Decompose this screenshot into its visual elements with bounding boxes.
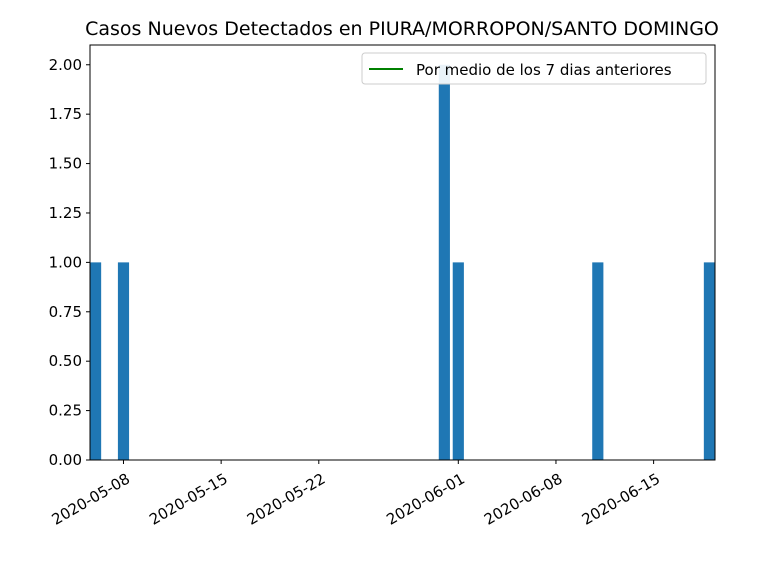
y-tick-label: 1.75 [49,105,82,123]
x-tick-label: 2020-05-15 [146,470,231,529]
y-tick-label: 1.50 [49,155,82,173]
plot-area-frame [89,44,716,461]
legend-label: Por medio de los 7 dias anteriores [416,61,672,79]
bar [438,64,450,460]
x-tick-label: 2020-05-22 [244,470,329,529]
bar [90,262,102,460]
y-tick-label: 0.00 [49,451,82,469]
bar [452,262,464,460]
chart-title: Casos Nuevos Detectados en PIURA/MORROPO… [85,18,719,40]
y-tick-label: 0.25 [49,402,82,420]
bar [703,262,715,460]
bar [117,262,130,460]
legend-box [361,52,707,85]
y-tick-label: 0.50 [49,352,82,370]
y-tick-label: 1.25 [49,204,82,222]
x-tick-label: 2020-05-08 [49,470,134,529]
x-tick-label: 2020-06-01 [383,470,468,529]
x-tick-label: 2020-06-08 [481,470,566,529]
bars-group [90,64,715,460]
bar [592,262,604,460]
y-tick-label: 1.00 [49,253,82,271]
y-tick-label: 2.00 [49,56,82,74]
y-tick-label: 0.75 [49,303,82,321]
x-tick-label: 2020-06-15 [579,470,664,529]
legend: Por medio de los 7 dias anteriores [361,52,707,85]
x-axis: 2020-05-08 2020-05-15 2020-05-22 2020-06-01… [49,460,664,529]
y-axis: 0.00 0.25 0.50 0.75 1.00 1.25 1.50 1.75 2.00 [49,56,90,469]
